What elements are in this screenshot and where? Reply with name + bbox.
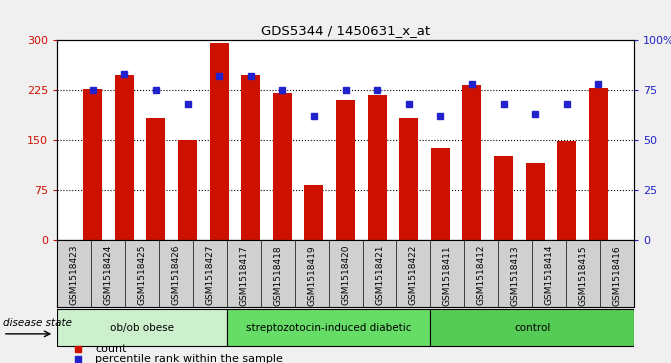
Bar	[273, 93, 292, 240]
Bar	[589, 88, 608, 240]
Text: GSM1518423: GSM1518423	[70, 245, 79, 305]
Bar	[336, 100, 355, 240]
Bar	[494, 156, 513, 240]
Text: control: control	[514, 323, 550, 333]
Bar	[146, 118, 166, 240]
Text: count: count	[95, 344, 127, 354]
Text: GSM1518426: GSM1518426	[171, 245, 180, 305]
Bar	[178, 140, 197, 240]
Text: GSM1518416: GSM1518416	[613, 245, 621, 306]
Text: disease state: disease state	[3, 318, 72, 329]
Bar	[399, 118, 418, 240]
Bar	[525, 163, 545, 240]
Text: ob/ob obese: ob/ob obese	[110, 323, 174, 333]
Text: GSM1518424: GSM1518424	[103, 245, 113, 305]
Bar	[242, 74, 260, 240]
Bar	[431, 148, 450, 240]
Text: GSM1518417: GSM1518417	[240, 245, 248, 306]
Bar	[430, 309, 634, 346]
Bar	[209, 43, 229, 240]
Text: percentile rank within the sample: percentile rank within the sample	[95, 354, 283, 363]
Text: GSM1518413: GSM1518413	[511, 245, 520, 306]
Text: streptozotocin-induced diabetic: streptozotocin-induced diabetic	[246, 323, 411, 333]
Bar	[305, 185, 323, 240]
Text: GSM1518419: GSM1518419	[307, 245, 316, 306]
Bar	[368, 94, 386, 240]
Text: GSM1518412: GSM1518412	[477, 245, 486, 305]
Text: GSM1518425: GSM1518425	[138, 245, 146, 305]
Text: GSM1518427: GSM1518427	[205, 245, 214, 305]
Bar	[558, 141, 576, 240]
Text: GSM1518414: GSM1518414	[545, 245, 554, 305]
Text: GSM1518411: GSM1518411	[443, 245, 452, 306]
Bar	[83, 89, 102, 240]
Title: GDS5344 / 1450631_x_at: GDS5344 / 1450631_x_at	[261, 24, 430, 37]
Text: GSM1518420: GSM1518420	[341, 245, 350, 305]
Bar	[227, 309, 430, 346]
Text: GSM1518418: GSM1518418	[273, 245, 282, 306]
Text: GSM1518415: GSM1518415	[578, 245, 588, 306]
Bar	[57, 309, 227, 346]
Text: GSM1518422: GSM1518422	[409, 245, 418, 305]
Text: GSM1518421: GSM1518421	[375, 245, 384, 305]
Bar	[462, 85, 482, 240]
Bar	[115, 74, 134, 240]
